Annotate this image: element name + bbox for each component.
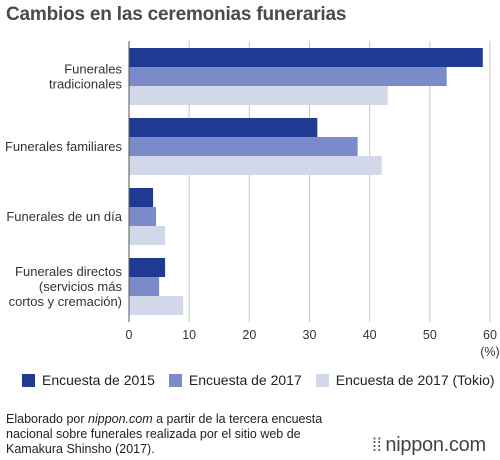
legend-item-2017-tokio: Encuesta de 2017 (Tokio) — [315, 372, 495, 388]
category-label: Funerales familiares — [5, 139, 123, 154]
bar — [129, 226, 166, 245]
bar — [129, 67, 447, 86]
bar — [129, 86, 388, 105]
bar — [129, 258, 166, 277]
nippon-dots-icon: ⁞⁞ — [372, 435, 382, 455]
category-label: Funerales de un día — [6, 209, 122, 224]
chart-title: Cambios en las ceremonias funerarias — [6, 4, 347, 25]
nippon-logo: ⁞⁞ nippon.com — [372, 434, 486, 457]
category-label: Funerales — [64, 62, 122, 77]
chart-legend: Encuesta de 2015 Encuesta de 2017 Encues… — [22, 372, 500, 388]
legend-label-2017: Encuesta de 2017 — [188, 372, 302, 388]
category-label: cortos y cremación) — [9, 294, 122, 309]
legend-label-2015: Encuesta de 2015 — [42, 372, 155, 388]
category-label: tradicionales — [49, 77, 122, 92]
bar — [129, 137, 358, 156]
x-tick-label: 30 — [303, 328, 317, 342]
bar — [129, 48, 483, 67]
x-tick-label: 10 — [182, 328, 196, 342]
bar — [129, 118, 318, 137]
bar — [129, 296, 184, 315]
bar — [129, 188, 154, 207]
source-note-prefix: Elaborado por — [6, 412, 89, 426]
category-label: Funerales directos — [15, 264, 122, 279]
source-note-suffix: a partir de la tercera encuesta nacional… — [6, 412, 323, 456]
bar — [129, 207, 157, 226]
x-tick-label: 40 — [363, 328, 377, 342]
x-tick-label: 0 — [126, 328, 133, 342]
unit-label: (%) — [480, 345, 499, 359]
x-tick-label: 50 — [423, 328, 437, 342]
legend-item-2017: Encuesta de 2017 — [168, 372, 302, 388]
source-note: Elaborado por nippon.com a partir de la … — [6, 412, 346, 457]
source-note-site: nippon.com — [88, 412, 153, 426]
x-tick-label: 60 — [483, 328, 497, 342]
legend-label-2017-tokio: Encuesta de 2017 (Tokio) — [335, 372, 495, 388]
category-label: (servicios más — [39, 279, 123, 294]
x-tick-label: 20 — [242, 328, 256, 342]
legend-swatch-2017 — [168, 373, 182, 387]
legend-swatch-2015 — [22, 373, 35, 387]
logo-text: nippon.com — [385, 434, 486, 456]
bar — [129, 277, 160, 296]
bar — [129, 156, 382, 175]
legend-item-2015: Encuesta de 2015 — [22, 372, 155, 388]
legend-swatch-2017-tokio — [315, 373, 329, 387]
